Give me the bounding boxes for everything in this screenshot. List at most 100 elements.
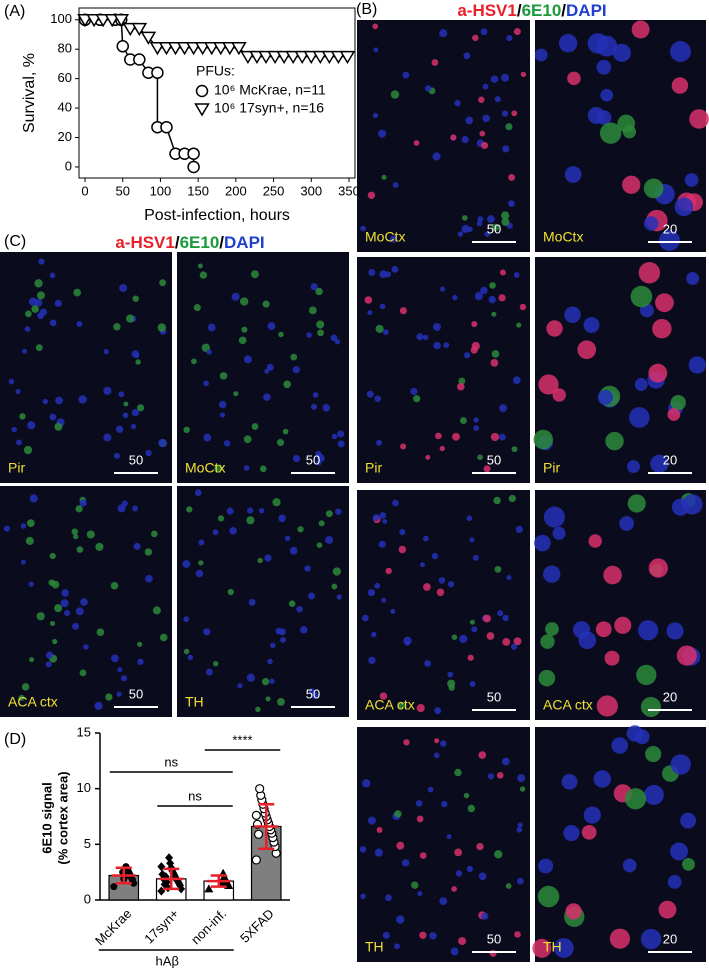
- cell: [276, 438, 285, 447]
- cell: [159, 279, 167, 287]
- marker: [321, 50, 338, 65]
- cell: [360, 893, 366, 900]
- cell: [45, 661, 52, 668]
- cell: [337, 440, 345, 448]
- cell: [519, 303, 527, 311]
- cell: [374, 582, 381, 589]
- stain-part: /: [175, 233, 180, 252]
- cell: [564, 306, 581, 324]
- cell: [401, 859, 410, 867]
- cell: [195, 569, 204, 578]
- cell: [137, 641, 143, 647]
- cell: [375, 324, 384, 333]
- cell: [454, 768, 462, 777]
- cell: [206, 349, 212, 355]
- cell: [423, 334, 429, 340]
- cell: [634, 378, 648, 391]
- cell: [452, 294, 458, 301]
- marker: [267, 50, 283, 65]
- x-tick-label: McKrae: [92, 906, 134, 948]
- cell: [25, 310, 32, 318]
- cell: [459, 417, 467, 425]
- cell: [115, 425, 124, 433]
- cell: [588, 534, 602, 548]
- stain-part: a-HSV1: [457, 1, 517, 20]
- marker: [77, 14, 93, 28]
- cell: [18, 694, 25, 701]
- cell: [337, 430, 345, 438]
- cell: [384, 271, 392, 278]
- cell: [79, 669, 87, 677]
- x-tick-label: 250: [263, 183, 285, 198]
- stain-part: 6E10: [522, 1, 562, 20]
- y-tick-label: 0: [84, 891, 91, 906]
- cell: [251, 423, 259, 430]
- cell: [157, 323, 166, 332]
- image-background: [357, 20, 530, 252]
- cell: [666, 622, 684, 640]
- cell: [411, 881, 419, 889]
- cell: [459, 634, 468, 643]
- cell: [75, 607, 84, 616]
- cell: [658, 229, 680, 251]
- cell: [15, 389, 21, 395]
- cell: [247, 507, 254, 514]
- y-tick-label: 20: [58, 129, 72, 144]
- region-label: Pir: [365, 460, 382, 476]
- cell: [605, 431, 624, 451]
- cell: [545, 622, 559, 636]
- cell: [71, 528, 79, 535]
- cell: [219, 372, 228, 380]
- cell: [434, 432, 442, 440]
- cell: [219, 412, 225, 418]
- panel-label: (D): [4, 731, 26, 748]
- cell: [199, 271, 208, 279]
- cell: [31, 305, 39, 313]
- data-point: [204, 884, 214, 893]
- cell: [267, 658, 273, 665]
- region-label: TH: [543, 939, 562, 955]
- marker: [231, 41, 247, 56]
- cell: [670, 395, 686, 411]
- cell: [231, 292, 240, 301]
- cell: [413, 395, 421, 403]
- cell: [322, 403, 331, 412]
- x-tick-label: 350: [338, 183, 360, 198]
- cell: [277, 697, 285, 706]
- cell: [379, 512, 387, 519]
- cell: [689, 109, 709, 129]
- cell: [378, 540, 386, 548]
- cell: [283, 380, 291, 389]
- cell: [227, 588, 234, 596]
- cell: [513, 637, 522, 646]
- marker: [131, 22, 148, 37]
- micrograph: TH 50: [357, 727, 530, 962]
- cell: [431, 552, 439, 560]
- cell: [455, 870, 463, 877]
- x-tick-label: 100: [150, 183, 172, 198]
- cell: [379, 270, 388, 279]
- cell: [21, 683, 30, 691]
- cell: [480, 28, 488, 36]
- micrograph: Pir 50: [0, 252, 172, 483]
- marker: [113, 14, 130, 28]
- cell: [292, 455, 301, 463]
- cell: [309, 688, 315, 694]
- cell: [243, 435, 252, 444]
- cell: [631, 20, 650, 39]
- cell: [684, 173, 699, 187]
- stain-part: a-HSV1: [115, 233, 175, 252]
- scale-label: 50: [306, 452, 320, 467]
- cell: [95, 542, 104, 551]
- cell: [125, 314, 135, 323]
- cell: [316, 320, 325, 329]
- cell: [379, 303, 386, 310]
- cell: [645, 746, 662, 763]
- cell: [469, 619, 475, 625]
- cell: [336, 594, 342, 600]
- cell: [425, 454, 431, 460]
- cell: [643, 216, 659, 231]
- cell: [648, 363, 668, 383]
- cell: [441, 800, 448, 808]
- cell: [419, 931, 427, 939]
